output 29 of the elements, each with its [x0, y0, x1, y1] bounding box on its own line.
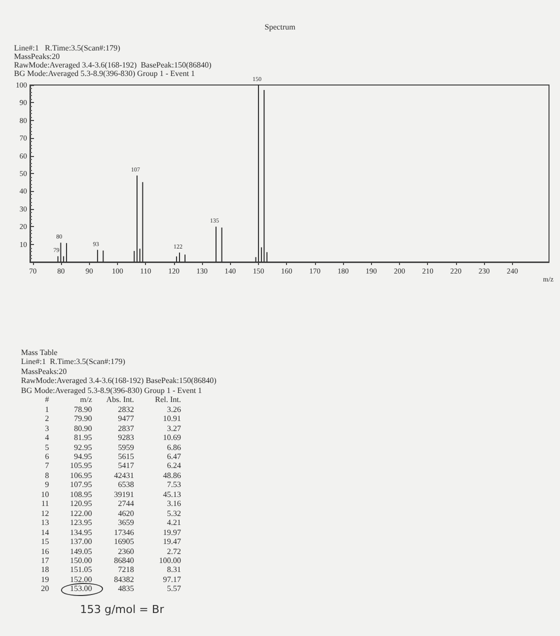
text: 5 92.95 5959 6.86	[45, 442, 181, 452]
text: Mass Table	[21, 348, 58, 358]
text: 7 105.95 5417 6.24	[45, 461, 181, 470]
text: RawMode:Averaged 3.4-3.6(168-192) BasePeak:150(86840)	[21, 376, 216, 386]
text: 18 151.05 7218 8.31	[41, 565, 181, 574]
text: 13 123.95 3659 4.21	[41, 518, 181, 528]
text: 17 150.00 86840 100.00	[41, 556, 181, 565]
text: 20 153.00 4835 5.57	[41, 584, 181, 594]
text: 153 g/mol = Br	[80, 602, 165, 617]
text: # m/z Abs. Int. Rel. Int.	[45, 395, 181, 404]
text: 2 79.90 9477 10.91	[45, 414, 181, 424]
text: 12 122.00 4620 5.32	[41, 508, 181, 518]
text: 6 94.95 5615 6.47	[45, 452, 181, 461]
text: 3 80.90 2837 3.27	[45, 424, 181, 433]
chart-subtitle: Line#:1 R.Time:3.5(Scan#:179) MassPeaks:20 RawMode:Averaged 3.4-3.6(168-192) BasePeak:150(86840) BG Mode:Averaged 5.3-8.9(396-830) Group 1 - Event 1	[14, 44, 212, 78]
text: MassPeaks:20	[21, 366, 68, 376]
text: 14 134.95 17346 19.97	[41, 528, 181, 537]
text: 19 152.00 84382 97.17	[41, 574, 181, 584]
text: Line#:1 R.Time:3.5(Scan#:179)	[21, 357, 126, 367]
text: 9 107.95 6538 7.53	[45, 480, 181, 490]
text: 11 120.95 2744 3.16	[41, 499, 181, 508]
text: 10 108.95 39191 45.13	[41, 490, 181, 499]
text: 15 137.00 16905 19.47	[41, 537, 181, 546]
chart-title: Spectrum	[264, 22, 296, 32]
text: 16 149.05 2360 2.72	[41, 546, 181, 556]
text: BG Mode:Averaged 5.3-8.9(396-830) Group 1 - Event 1	[21, 386, 203, 396]
text: 8 106.95 42431 48.86	[45, 470, 181, 480]
text: 1 78.90 2832 3.26	[45, 404, 181, 414]
text: 4 81.95 9283 10.69	[45, 433, 181, 442]
